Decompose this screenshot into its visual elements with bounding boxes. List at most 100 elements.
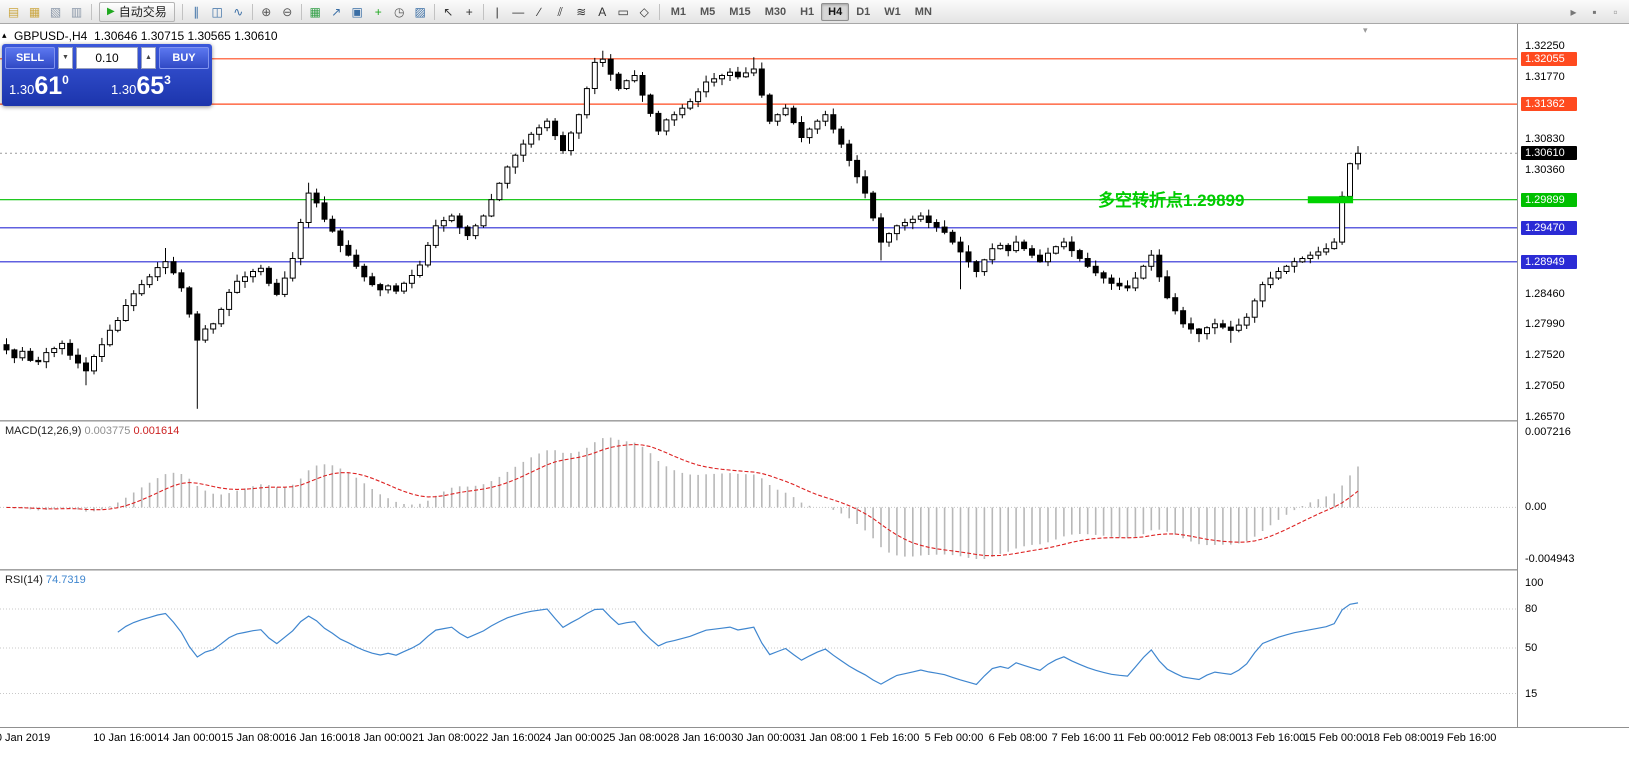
docking-icon[interactable]: ▫ [1613, 4, 1618, 19]
time-axis-label: 16 Jan 16:00 [284, 732, 348, 744]
terminal-icon[interactable]: ▥ [70, 4, 83, 19]
candle-body [337, 230, 344, 246]
chart-title: GBPUSD-,H4 1.30646 1.30715 1.30565 1.306… [14, 29, 278, 43]
new-order-icon[interactable]: ▤ [7, 4, 20, 19]
cursor-icon[interactable]: ↖ [443, 4, 454, 19]
buy-price-prefix: 1.30 [111, 82, 137, 97]
candle-body [886, 233, 892, 243]
chart-windows-icon[interactable]: ▦ [28, 4, 41, 19]
candle-body [250, 271, 256, 278]
candle-body [862, 176, 869, 194]
candle-body [218, 308, 225, 325]
candle-body [1156, 254, 1163, 278]
price-scale[interactable]: 1.32250 1.31770 1.30830 1.30360 1.28460 1.279… [1517, 24, 1629, 727]
oneclick-prices-row: 1.30610 1.30653 [5, 69, 209, 103]
line-chart-icon[interactable]: ∿ [233, 4, 244, 19]
candle-body [75, 354, 81, 364]
candle-body [416, 264, 423, 276]
candle-body [1148, 254, 1155, 267]
main-chart-canvas[interactable] [0, 24, 1517, 420]
zoom-out-icon[interactable]: ⊖ [282, 4, 293, 19]
time-axis-label: 18 Feb 08:00 [1367, 732, 1433, 744]
oneclick-collapse-button[interactable]: ▴ [2, 30, 7, 40]
candle-body [401, 282, 407, 292]
horizontal-line-icon[interactable]: — [512, 4, 525, 19]
timeframe-m5-button[interactable]: M5 [700, 5, 716, 18]
buy-price[interactable]: 1.30653 [107, 69, 209, 103]
candle-body [424, 244, 431, 266]
timeframe-m1-button[interactable]: M1 [670, 5, 686, 18]
sell-price[interactable]: 1.30610 [5, 69, 107, 103]
macd-main-value: 0.003775 [84, 425, 131, 437]
timeframe-w1-button[interactable]: W1 [884, 5, 901, 18]
vertical-line-icon[interactable]: | [495, 4, 499, 19]
fibonacci-icon[interactable]: ≋ [576, 4, 587, 19]
candlestick-icon[interactable]: ◫ [211, 4, 223, 19]
zoom-in-icon[interactable]: ⊕ [261, 4, 272, 19]
turning-point-annotation[interactable]: 多空转折点1.29899 [1098, 191, 1245, 210]
time-axis-label: 14 Jan 00:00 [157, 732, 221, 744]
channel-icon[interactable]: ⫽ [557, 4, 563, 19]
candle-body [1092, 265, 1099, 274]
candle-body [1196, 328, 1202, 335]
candle-body [1013, 241, 1020, 252]
panel-splitter[interactable] [0, 569, 1629, 571]
candle-body [27, 350, 34, 361]
candle-body [480, 215, 487, 227]
time-axis-label: 18 Jan 00:00 [348, 732, 412, 744]
tile-windows-icon[interactable]: ▣ [351, 4, 363, 19]
candle-body [1347, 163, 1353, 197]
timeframe-h4-button[interactable]: H4 [821, 2, 850, 21]
timeframe-h1-button[interactable]: H1 [800, 5, 815, 18]
right-shift-marker[interactable]: ▾ [1363, 25, 1368, 35]
level-price-box: 1.29470 [1521, 221, 1577, 235]
timeframe-m15-button[interactable]: M15 [729, 5, 751, 18]
bar-chart-icon[interactable]: ∥ [193, 4, 200, 19]
rsi-panel-canvas[interactable] [0, 571, 1517, 727]
grid-icon[interactable]: ▦ [309, 4, 321, 19]
candle-body [1045, 252, 1051, 263]
timeframe-m30-button[interactable]: M30 [764, 5, 787, 18]
label-icon[interactable]: ▭ [617, 4, 629, 19]
auto-scroll-icon[interactable]: ▪ [1592, 4, 1597, 19]
candle-body [838, 128, 845, 145]
periods-icon[interactable]: ◷ [393, 4, 405, 19]
candle-body [1235, 324, 1242, 331]
rsi-scale-label: 15 [1525, 688, 1538, 700]
toolbar-separator [433, 3, 435, 20]
level-price-box: 1.32055 [1521, 52, 1577, 66]
timeframe-mn-button[interactable]: MN [914, 5, 932, 18]
navigator-icon[interactable]: ▧ [49, 4, 62, 19]
candle-body [408, 275, 415, 284]
timeframe-d1-button[interactable]: D1 [856, 5, 871, 18]
candle-body [568, 132, 574, 152]
crosshair-icon[interactable]: + [465, 4, 473, 19]
price-tick-label: 1.27990 [1525, 318, 1565, 330]
text-icon[interactable]: A [598, 4, 607, 19]
rsi-scale-label: 50 [1525, 642, 1538, 654]
candle-body [1037, 254, 1043, 263]
candle-body [369, 276, 376, 286]
arrows-icon[interactable]: ◇ [639, 4, 649, 19]
volume-input[interactable]: 0.10 [76, 47, 138, 69]
sell-button[interactable]: SELL [5, 47, 55, 69]
candle-body [917, 215, 924, 220]
candle-body [1084, 258, 1091, 267]
chart-shift-icon[interactable]: ▸ [1570, 4, 1577, 19]
candle-body [1275, 271, 1282, 279]
oneclick-controls-row: SELL ▼ 0.10 ▲ BUY [5, 47, 209, 69]
buy-button[interactable]: BUY [159, 47, 209, 69]
candle-body [814, 120, 821, 130]
rsi-scale-label: 100 [1525, 577, 1544, 589]
panel-splitter[interactable] [0, 420, 1629, 422]
candle-body [933, 222, 940, 228]
macd-panel-canvas[interactable] [0, 422, 1517, 569]
trendline-icon[interactable]: ∕ [538, 4, 541, 19]
autotrade-button[interactable]: ▶ 自动交易 [99, 1, 175, 22]
volume-increase-button[interactable]: ▲ [141, 47, 156, 69]
template-icon[interactable]: ▨ [414, 4, 426, 19]
indicators-icon[interactable]: ↗ [331, 4, 342, 19]
volume-decrease-button[interactable]: ▼ [58, 47, 73, 69]
add-indicator-icon[interactable]: + [374, 4, 382, 19]
